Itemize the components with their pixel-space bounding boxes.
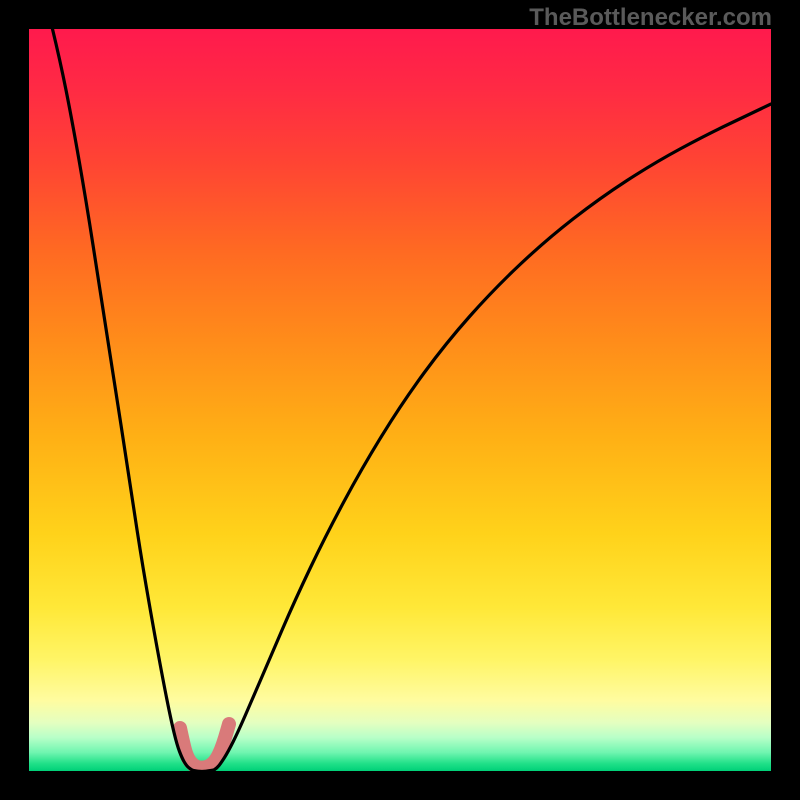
outer-background bbox=[0, 0, 800, 800]
chart-canvas: TheBottlenecker.com bbox=[0, 0, 800, 800]
watermark-text: TheBottlenecker.com bbox=[529, 4, 772, 32]
